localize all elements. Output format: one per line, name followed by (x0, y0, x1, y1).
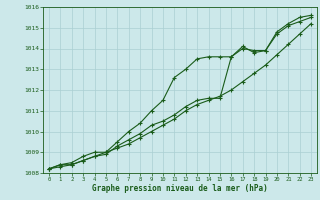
X-axis label: Graphe pression niveau de la mer (hPa): Graphe pression niveau de la mer (hPa) (92, 184, 268, 193)
